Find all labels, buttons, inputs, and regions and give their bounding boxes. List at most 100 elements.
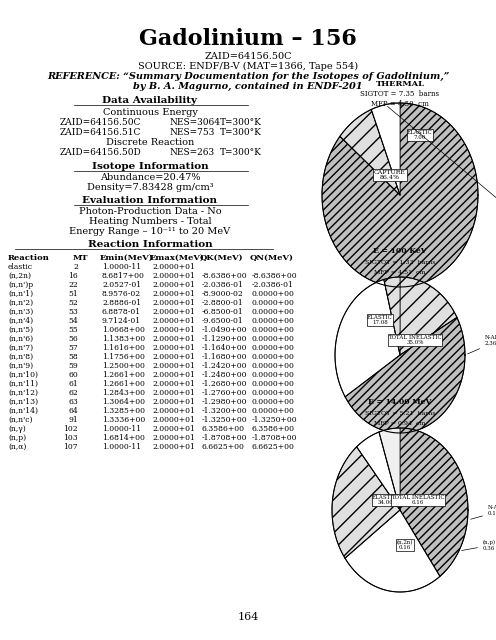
Text: (n,2n): (n,2n) xyxy=(8,272,31,280)
Text: 2.0000+01: 2.0000+01 xyxy=(152,281,195,289)
Text: 2.0000+01: 2.0000+01 xyxy=(152,326,195,334)
Text: -2.0386-01: -2.0386-01 xyxy=(252,281,294,289)
Text: -1.8708+00: -1.8708+00 xyxy=(202,434,248,442)
Text: (n,n'5): (n,n'5) xyxy=(8,326,33,334)
Text: 2.0000+01: 2.0000+01 xyxy=(152,335,195,343)
Text: -1.2760+00: -1.2760+00 xyxy=(202,389,248,397)
Text: 2.0000+01: 2.0000+01 xyxy=(152,380,195,388)
Text: 0.0000+00: 0.0000+00 xyxy=(252,290,295,298)
Text: 63: 63 xyxy=(68,398,78,406)
Text: 0.0000+00: 0.0000+00 xyxy=(252,353,295,361)
Text: -1.3200+00: -1.3200+00 xyxy=(202,407,248,415)
Text: THERMAL: THERMAL xyxy=(375,80,425,88)
Text: (n,n'2): (n,n'2) xyxy=(8,299,33,307)
Text: (n,2n)
0.16: (n,2n) 0.16 xyxy=(397,540,413,550)
Text: 1.3285+00: 1.3285+00 xyxy=(102,407,145,415)
Text: -2.8800-01: -2.8800-01 xyxy=(202,299,244,307)
Text: 2.0000+01: 2.0000+01 xyxy=(152,353,195,361)
Text: 0.0000+00: 0.0000+00 xyxy=(252,326,295,334)
Text: MFP = 4.51  cm: MFP = 4.51 cm xyxy=(374,270,426,275)
Text: 6.3586+00: 6.3586+00 xyxy=(252,425,295,433)
Text: (n,n'10): (n,n'10) xyxy=(8,371,38,379)
Text: TOTAL INELASTIC
35.0%: TOTAL INELASTIC 35.0% xyxy=(388,335,442,346)
Text: MFP = 0.94  cm: MFP = 0.94 cm xyxy=(374,421,426,426)
Text: SOURCE: ENDF/B-V (MAT=1366, Tape 554): SOURCE: ENDF/B-V (MAT=1366, Tape 554) xyxy=(138,62,358,71)
Text: -1.1680+00: -1.1680+00 xyxy=(202,353,248,361)
Text: ZAID=64156.50C: ZAID=64156.50C xyxy=(60,118,141,127)
Text: Reaction: Reaction xyxy=(8,254,50,262)
Text: -1.1640+00: -1.1640+00 xyxy=(202,344,248,352)
Polygon shape xyxy=(345,510,440,592)
Text: REFERENCE: “Summary Documentation for the Isotopes of Gadolinium,”: REFERENCE: “Summary Documentation for th… xyxy=(47,72,449,81)
Text: 1.6814+00: 1.6814+00 xyxy=(102,434,145,442)
Text: 2.8886-01: 2.8886-01 xyxy=(102,299,141,307)
Text: TOTAL INELASTIC
6.16: TOTAL INELASTIC 6.16 xyxy=(391,495,445,506)
Text: -8.6386+00: -8.6386+00 xyxy=(202,272,248,280)
Text: Energy Range – 10⁻¹¹ to 20 MeV: Energy Range – 10⁻¹¹ to 20 MeV xyxy=(69,227,231,236)
Text: Emax(MeV): Emax(MeV) xyxy=(150,254,205,262)
Text: 6.6625+00: 6.6625+00 xyxy=(202,443,245,451)
Text: T=300°K: T=300°K xyxy=(220,128,262,137)
Text: 1.0668+00: 1.0668+00 xyxy=(102,326,145,334)
Text: 102: 102 xyxy=(63,425,78,433)
Text: N-ALPHA
0.16: N-ALPHA 0.16 xyxy=(471,505,496,519)
Text: 59: 59 xyxy=(68,362,78,370)
Text: 16: 16 xyxy=(68,272,78,280)
Polygon shape xyxy=(384,277,400,355)
Text: (n,γ): (n,γ) xyxy=(8,425,26,433)
Polygon shape xyxy=(332,447,400,558)
Text: 6.3586+00: 6.3586+00 xyxy=(202,425,245,433)
Text: (n,n'c): (n,n'c) xyxy=(8,416,33,424)
Text: 1.0000-11: 1.0000-11 xyxy=(102,425,141,433)
Text: (n,n'6): (n,n'6) xyxy=(8,335,33,343)
Text: -1.3250+00: -1.3250+00 xyxy=(202,416,248,424)
Text: 1.3336+00: 1.3336+00 xyxy=(102,416,145,424)
Polygon shape xyxy=(372,103,400,195)
Text: 2.0000+01: 2.0000+01 xyxy=(152,344,195,352)
Text: 0.0000+00: 0.0000+00 xyxy=(252,299,295,307)
Text: 22: 22 xyxy=(68,281,78,289)
Text: (n,n'1): (n,n'1) xyxy=(8,290,33,298)
Polygon shape xyxy=(400,428,468,577)
Text: MT: MT xyxy=(73,254,88,262)
Text: 2.0000+01: 2.0000+01 xyxy=(152,389,195,397)
Text: 52: 52 xyxy=(68,299,78,307)
Text: 62: 62 xyxy=(68,389,78,397)
Text: Isotope Information: Isotope Information xyxy=(92,162,208,171)
Polygon shape xyxy=(322,103,478,287)
Text: -1.1290+00: -1.1290+00 xyxy=(202,335,248,343)
Text: 0.0000+00: 0.0000+00 xyxy=(252,380,295,388)
Text: 0.0000+00: 0.0000+00 xyxy=(252,398,295,406)
Text: -2.0386-01: -2.0386-01 xyxy=(202,281,244,289)
Text: 2.0000+01: 2.0000+01 xyxy=(152,371,195,379)
Text: NES=753: NES=753 xyxy=(170,128,215,137)
Text: Density=7.83428 gm/cm³: Density=7.83428 gm/cm³ xyxy=(87,183,213,192)
Text: Continuous Energy: Continuous Energy xyxy=(103,108,197,117)
Text: -6.8500-01: -6.8500-01 xyxy=(202,308,244,316)
Text: ZAID=64156.51C: ZAID=64156.51C xyxy=(60,128,141,137)
Text: (n,α): (n,α) xyxy=(8,443,26,451)
Text: -1.3250+00: -1.3250+00 xyxy=(252,416,298,424)
Text: 2.0000+01: 2.0000+01 xyxy=(152,263,195,271)
Polygon shape xyxy=(340,109,400,195)
Text: -1.2680+00: -1.2680+00 xyxy=(202,380,248,388)
Text: -1.2480+00: -1.2480+00 xyxy=(202,371,248,379)
Text: (n,p)
0.36: (n,p) 0.36 xyxy=(462,540,496,551)
Text: Abundance=20.47%: Abundance=20.47% xyxy=(100,173,200,182)
Text: 1.1616+00: 1.1616+00 xyxy=(102,344,145,352)
Text: 91: 91 xyxy=(68,416,78,424)
Text: ELASTIC
34.00: ELASTIC 34.00 xyxy=(372,495,398,506)
Text: 6.8878-01: 6.8878-01 xyxy=(102,308,141,316)
Text: 56: 56 xyxy=(68,335,78,343)
Text: T=300°K: T=300°K xyxy=(220,118,262,127)
Text: 2.0000+01: 2.0000+01 xyxy=(152,317,195,325)
Text: 2.0527-01: 2.0527-01 xyxy=(102,281,141,289)
Text: 2.0000+01: 2.0000+01 xyxy=(152,443,195,451)
Text: ELASTIC
7.00: ELASTIC 7.00 xyxy=(407,129,433,140)
Text: 2: 2 xyxy=(73,263,78,271)
Text: Evaluation Information: Evaluation Information xyxy=(82,196,218,205)
Text: 0.0000+00: 0.0000+00 xyxy=(252,407,295,415)
Text: 2.0000+01: 2.0000+01 xyxy=(152,299,195,307)
Text: 0.0000+00: 0.0000+00 xyxy=(252,308,295,316)
Text: 58: 58 xyxy=(68,353,78,361)
